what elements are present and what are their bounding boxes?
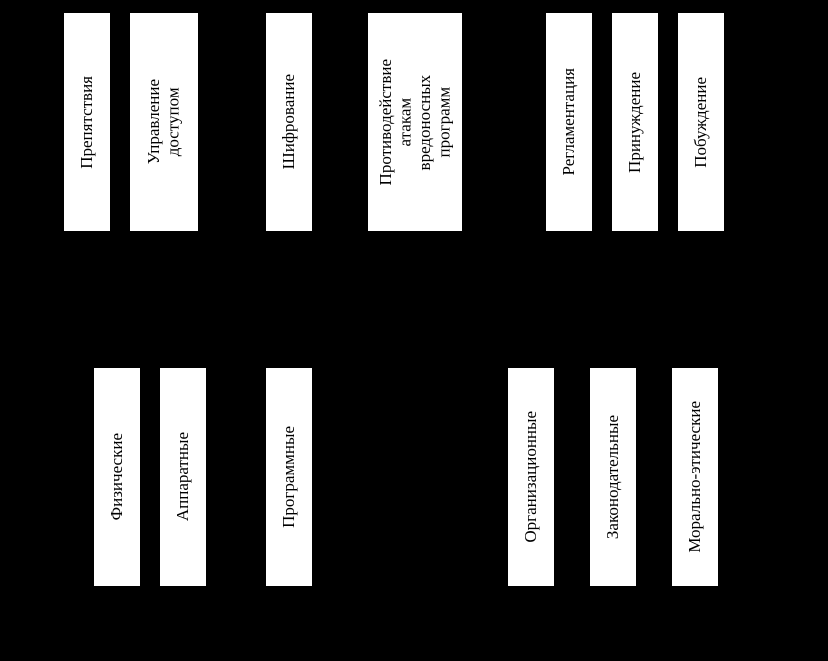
box-reglamentaciya: Регламентация [544,11,594,233]
box-fizicheskie: Физические [92,366,142,588]
label-protivodeystvie: Противодействие атакам вредоносных прогр… [376,59,454,185]
box-protivodeystvie: Противодействие атакам вредоносных прогр… [366,11,464,233]
label-reglamentaciya: Регламентация [559,68,579,176]
box-zakonodatelnye: Законодательные [588,366,638,588]
label-organizacionnye: Организационные [521,411,541,543]
label-apparatnye: Аппаратные [173,432,193,521]
label-moralno-eticheskie: Морально-этические [685,401,705,553]
label-upravlenie-dostupom: Управление доступом [144,79,183,164]
box-shifrovanie: Шифрование [264,11,314,233]
box-upravlenie-dostupom: Управление доступом [128,11,200,233]
box-prinuzhdenie: Принуждение [610,11,660,233]
label-zakonodatelnye: Законодательные [603,415,623,539]
label-pobuzhdenie: Побуждение [691,77,711,168]
box-apparatnye: Аппаратные [158,366,208,588]
box-organizacionnye: Организационные [506,366,556,588]
label-prinuzhdenie: Принуждение [625,72,645,173]
label-programmnye: Программные [279,426,299,528]
label-shifrovanie: Шифрование [279,74,299,169]
box-pobuzhdenie: Побуждение [676,11,726,233]
label-prepyatstviya: Препятствия [77,76,97,169]
box-programmnye: Программные [264,366,314,588]
box-moralno-eticheskie: Морально-этические [670,366,720,588]
label-fizicheskie: Физические [107,433,127,520]
box-prepyatstviya: Препятствия [62,11,112,233]
